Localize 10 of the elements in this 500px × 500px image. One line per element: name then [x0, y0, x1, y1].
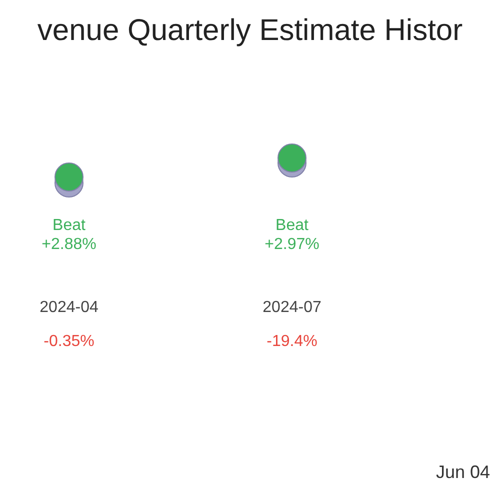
- text: Beat +2.88%: [40, 216, 98, 254]
- x-tick-label: 2024-04: [40, 299, 98, 316]
- point: [278, 144, 306, 172]
- text: -0.35%: [42, 332, 96, 351]
- text: -19.4%: [266, 332, 318, 351]
- chart-title: venue Quarterly Estimate Histor: [36, 14, 464, 48]
- point: [54, 162, 84, 192]
- x-tick-label: 2024-07: [262, 299, 322, 316]
- text: Jun 04: [436, 462, 490, 483]
- text: Beat +2.97%: [264, 216, 320, 254]
